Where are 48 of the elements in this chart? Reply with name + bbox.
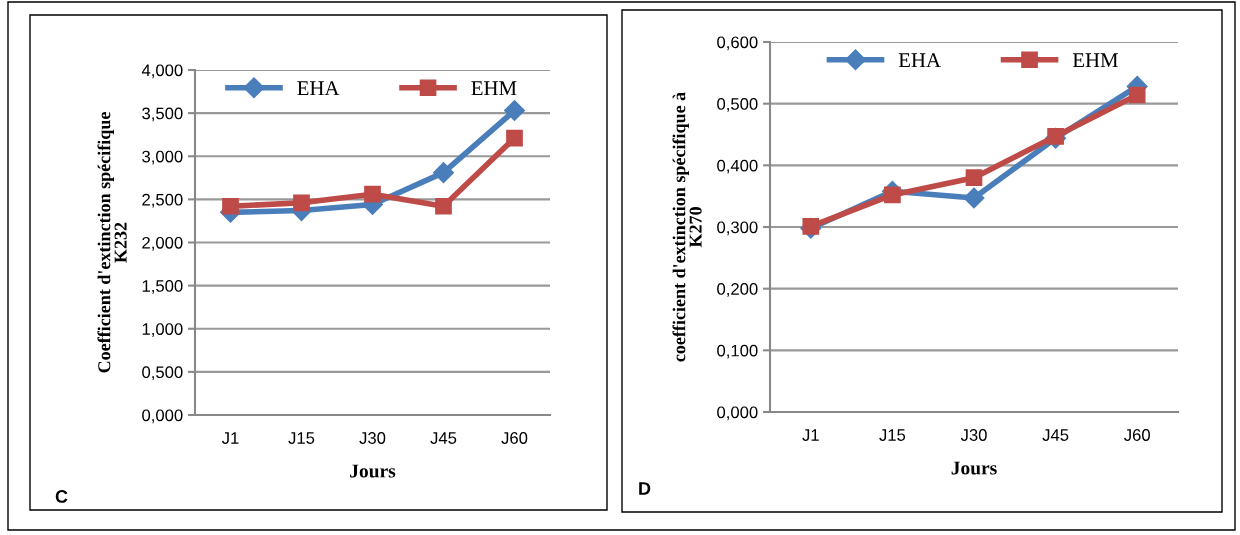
x-tick-label: J1	[802, 429, 819, 441]
y-tick-label: 2,000	[142, 236, 183, 251]
y-tick-label: 1,500	[142, 280, 183, 294]
x-tick-label: J30	[359, 432, 386, 444]
y-tick-label: 1,000	[142, 323, 183, 337]
y-tick-label: 0,200	[717, 283, 758, 297]
legend-label: EHM	[471, 81, 517, 95]
point	[506, 129, 523, 147]
point	[965, 169, 983, 187]
x-tick-label: J30	[960, 429, 987, 441]
y-axis-title: coefficient d'extinction spécifique à K270	[672, 92, 702, 362]
x-tick-label: J1	[221, 432, 239, 444]
point	[1128, 86, 1146, 104]
point	[222, 197, 239, 215]
y-tick-label: 0,400	[717, 159, 758, 174]
x-tick-label: J45	[430, 432, 457, 444]
x-axis-title: Jours	[951, 461, 997, 475]
y-tick-label: 3,000	[142, 150, 183, 165]
y-tick-label: 0,500	[717, 98, 758, 112]
point	[503, 100, 526, 122]
y-tick-label: 0,300	[717, 221, 758, 236]
y-tick-label: 0,100	[717, 344, 758, 359]
x-tick-label: J60	[1124, 429, 1150, 441]
y-tick-label: 4,000	[141, 64, 183, 79]
point	[802, 218, 820, 235]
y-tick-label: 0,500	[142, 366, 183, 381]
y-axis-title: Coefficient d'extinction spécifique K232	[97, 112, 127, 373]
point	[435, 197, 452, 215]
x-tick-label: J15	[879, 429, 906, 441]
point	[293, 194, 310, 212]
y-tick-label: 0,000	[717, 406, 758, 421]
legend-label: EHM	[1072, 53, 1118, 67]
y-tick-label: 2,500	[142, 193, 183, 208]
y-tick-label: 0,000	[142, 409, 183, 424]
point	[432, 162, 455, 184]
text: D	[639, 482, 651, 495]
x-tick-label: J15	[288, 432, 315, 444]
point	[963, 187, 985, 209]
point	[364, 185, 381, 203]
legend-label: EHA	[898, 53, 941, 67]
y-tick-label: 0,600	[717, 36, 758, 51]
y-tick-label: 3,500	[142, 107, 183, 122]
legend-label: EHA	[297, 81, 340, 95]
x-axis-title: Jours	[350, 464, 396, 478]
x-tick-label: J60	[501, 432, 528, 444]
text: C	[55, 490, 68, 503]
point	[884, 186, 901, 204]
x-tick-label: J45	[1042, 429, 1069, 441]
